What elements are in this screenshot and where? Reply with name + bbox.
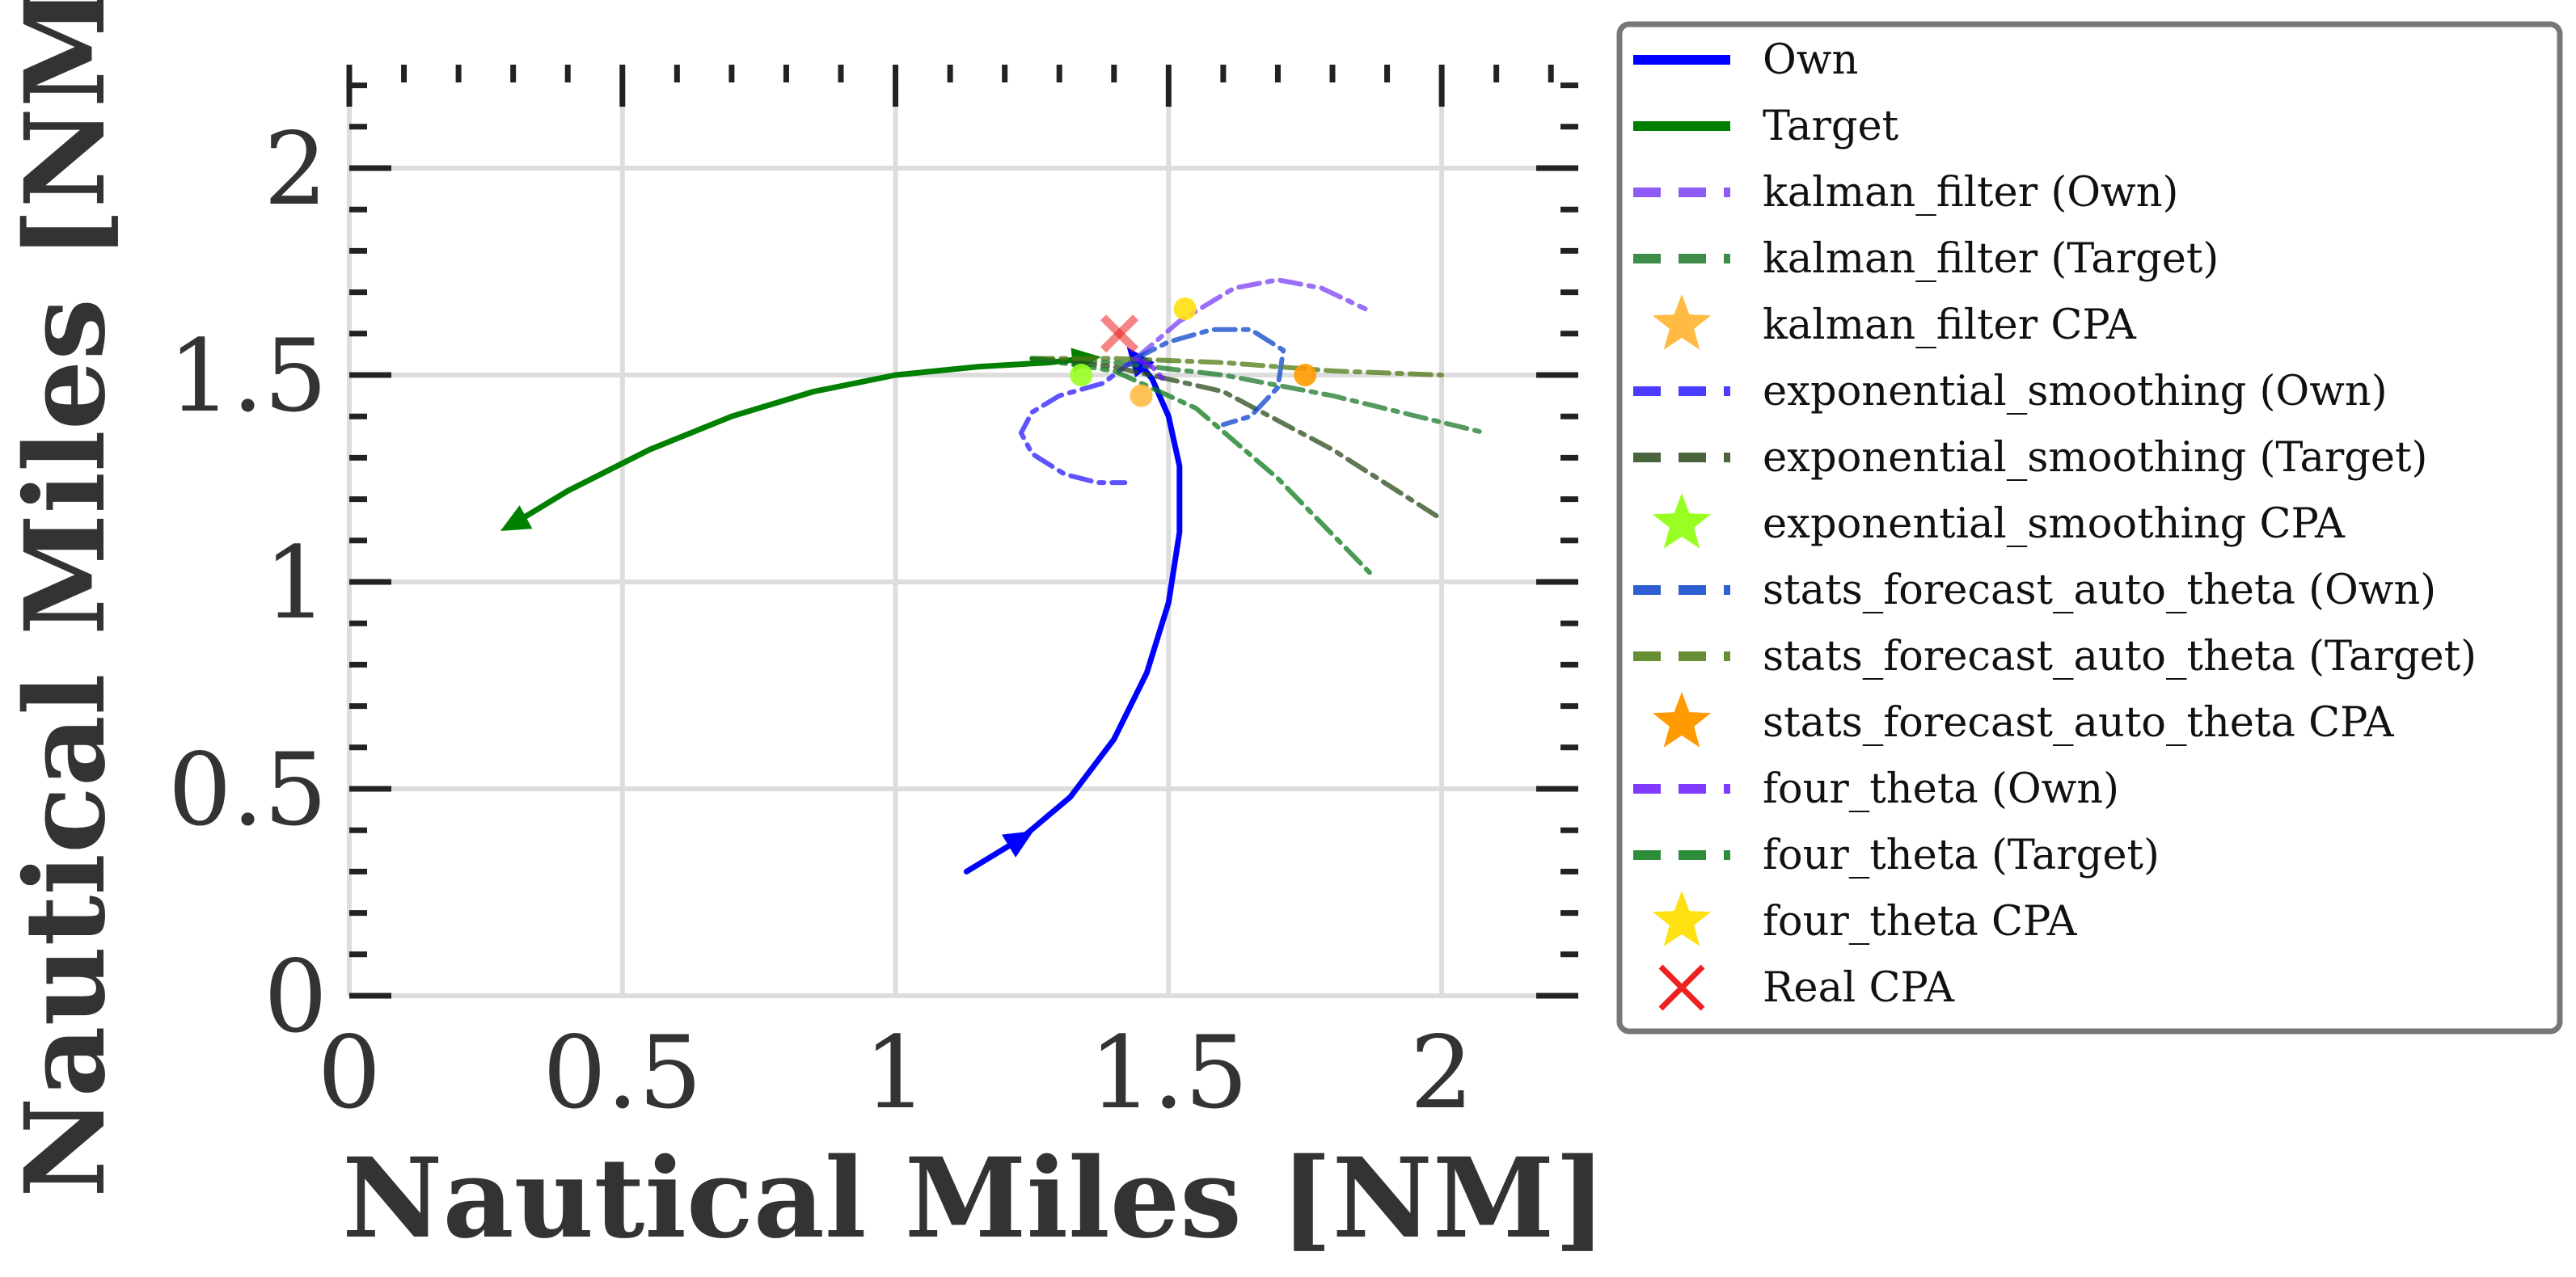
legend-label: four_theta (Own) (1763, 765, 2119, 813)
grid-lines (347, 65, 1578, 998)
legend-label: kalman_filter (Target) (1763, 235, 2219, 283)
legend-handle-star (1652, 294, 1712, 350)
y-tick-label: 0.5 (168, 732, 327, 849)
legend-label: Target (1763, 103, 1899, 150)
series-line-exponential-smoothing-own- (1018, 356, 1138, 486)
legend-handle-star (1652, 493, 1712, 549)
legend-label: kalman_filter CPA (1763, 301, 2137, 349)
x-axis-title: Nautical Miles [NM] (342, 1134, 1607, 1263)
series-line-stats-forecast-auto-theta-target- (1029, 356, 1445, 377)
y-tick-label: 0 (264, 939, 327, 1056)
series-layer (500, 277, 1489, 875)
real-cpa-marker (1100, 314, 1139, 353)
cpa-point-marker (1173, 297, 1197, 321)
y-tick-label: 1 (264, 525, 327, 642)
y-axis-title: Nautical Miles [NM] (1, 0, 130, 1198)
legend-label: stats_forecast_auto_theta (Target) (1763, 633, 2477, 681)
series-line-target (510, 356, 1090, 527)
x-tick-label: 1 (864, 1015, 927, 1132)
legend-label: four_theta (Target) (1763, 832, 2160, 879)
direction-arrow-marker (1001, 831, 1034, 858)
cpa-point-marker (1070, 364, 1093, 386)
legend-label: Real CPA (1763, 964, 1955, 1012)
legend-label: kalman_filter (Own) (1763, 169, 2178, 217)
legend-label: exponential_smoothing (Own) (1763, 368, 2388, 415)
legend-handle-x (1658, 964, 1705, 1011)
legend-label: exponential_smoothing CPA (1763, 500, 2346, 548)
legend-handle-star (1652, 692, 1712, 748)
series-line-exponential-smoothing-target- (1029, 356, 1439, 519)
legend-frame (1616, 21, 2563, 1035)
x-tick-label: 0 (318, 1015, 382, 1132)
axis-ticks (346, 65, 1578, 999)
legend-label: stats_forecast_auto_theta CPA (1763, 699, 2395, 747)
legend-label: stats_forecast_auto_theta (Own) (1763, 567, 2436, 614)
x-tick-label: 2 (1410, 1015, 1474, 1132)
legend-label: four_theta CPA (1763, 898, 2078, 946)
series-line-four-theta-own- (1133, 356, 1166, 382)
cpa-point-marker (1130, 384, 1153, 407)
series-line-kalman-filter-target- (1029, 356, 1489, 436)
series-line-stats-forecast-auto-theta-own- (1133, 327, 1286, 428)
legend-handle-star (1652, 891, 1712, 946)
legend-label: Own (1763, 36, 1858, 84)
y-tick-label: 1.5 (168, 318, 327, 435)
x-tick-label: 0.5 (543, 1015, 702, 1132)
y-tick-label: 2 (264, 112, 327, 228)
direction-arrow-marker (500, 505, 533, 531)
series-line-kalman-filter-own- (1133, 277, 1368, 361)
legend: Own Target kalman_filter (Own) kalman_filte… (1616, 21, 2563, 1035)
legend-label: exponential_smoothing (Target) (1763, 434, 2427, 482)
cpa-point-marker (1294, 364, 1317, 386)
tick-labels: 0 0.5 1 1.5 2 0 0.5 1 1.5 2 (168, 112, 1474, 1132)
x-tick-label: 1.5 (1089, 1015, 1248, 1132)
